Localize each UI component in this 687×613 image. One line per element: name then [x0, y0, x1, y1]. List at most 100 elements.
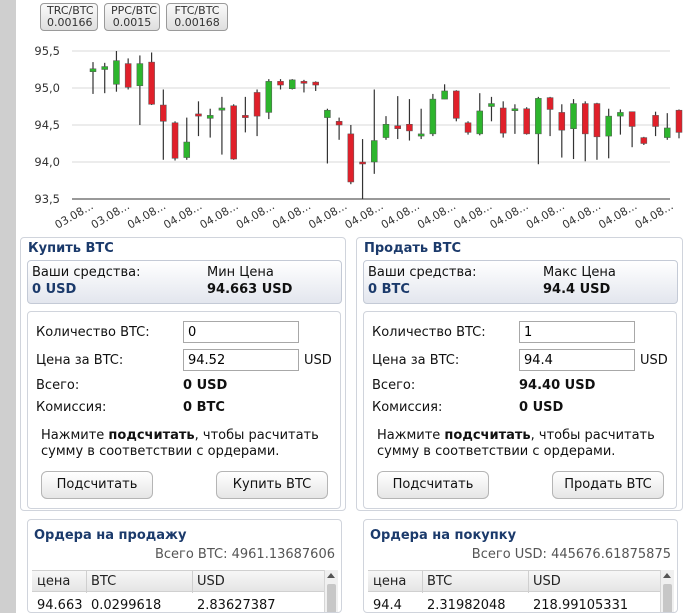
column-divider: [422, 571, 423, 593]
col-btc[interactable]: BTC: [427, 574, 453, 589]
sell-unit-price-input[interactable]: [519, 349, 635, 371]
buy-orders-panel: Ордера на покупку Всего USD: 445676.6187…: [363, 519, 678, 613]
buy-qty-label: Количество BTC:: [36, 325, 150, 340]
col-price[interactable]: цена: [37, 574, 71, 589]
sell-qty-input[interactable]: [519, 321, 635, 343]
buy-unit-price-input[interactable]: [183, 349, 299, 371]
buy-min-price-value: 94.663 USD: [207, 282, 293, 297]
candle-body-up: [441, 90, 448, 100]
candle: [441, 84, 448, 100]
column-divider: [528, 571, 529, 593]
candle-body-down: [347, 133, 355, 183]
candle: [359, 139, 366, 199]
x-tick-label: 04.08...: [451, 199, 494, 231]
order-cell-btc: 2.31982048: [427, 598, 506, 613]
sell-orders-header: цена BTC USD: [32, 570, 324, 593]
col-usd[interactable]: USD: [197, 574, 225, 589]
scroll-up-icon[interactable]: [663, 573, 671, 578]
candle-body-up: [570, 103, 577, 129]
candle-body-down: [230, 105, 237, 160]
sell-funds-box: Ваши средства: 0 BTC Макс Цена 94.4 USD: [363, 260, 678, 304]
sell-btc-button[interactable]: Продать BTC: [552, 471, 664, 499]
chart-y-axis: 95,5 95,0 94,5 94,0 93,5: [34, 44, 60, 206]
ticker-value: 0.00168: [174, 16, 220, 29]
sell-orders-total: Всего BTC: 4961.13687606: [154, 547, 335, 562]
y-tick-label: 94,0: [34, 155, 60, 169]
sell-funds-value: 0 BTC: [368, 282, 410, 297]
candle: [664, 113, 671, 140]
candle-body-down: [148, 61, 155, 105]
candle-body-up: [429, 98, 437, 135]
candle-body-up: [206, 115, 214, 119]
sell-hint: Нажмите подсчитать, чтобы расчитать сумм…: [377, 428, 667, 460]
ticker-ppc-btc[interactable]: PPC/BTC 0.0015: [104, 3, 160, 31]
candle: [253, 89, 261, 137]
candle-body-up: [136, 63, 144, 87]
order-cell-btc: 0.0299618: [91, 598, 162, 613]
candle: [113, 51, 120, 92]
col-usd[interactable]: USD: [533, 574, 561, 589]
x-tick-label: 04.08...: [343, 199, 386, 231]
candle-body-down: [253, 92, 261, 117]
buy-btc-button[interactable]: Купить BTC: [216, 471, 328, 499]
candle: [265, 79, 273, 120]
candle-body-down: [312, 81, 319, 86]
candle: [394, 96, 401, 140]
candle: [101, 62, 108, 94]
hint-text: , чтобы расчитать сумму в соответствии с…: [41, 428, 319, 459]
buy-qty-input[interactable]: [183, 321, 299, 343]
ticker-ftc-btc[interactable]: FTC/BTC 0.00168: [166, 3, 228, 31]
sell-orders-scrollbar[interactable]: [324, 570, 338, 612]
order-cell-price: 94.663: [37, 598, 83, 613]
ticker-trc-btc[interactable]: TRC/BTC 0.00166: [40, 3, 98, 31]
candle: [453, 90, 460, 122]
buy-orders-scrollbar[interactable]: [660, 570, 674, 612]
candle: [581, 101, 589, 162]
x-tick-label: 04.08...: [270, 199, 313, 231]
left-edge: [0, 0, 16, 613]
buy-unit-price-unit: USD: [304, 353, 332, 368]
candle: [628, 111, 636, 148]
candle: [417, 108, 425, 140]
candle-body-down: [359, 161, 366, 165]
x-tick-label: 04.08...: [633, 199, 676, 231]
candle-body-down: [394, 125, 401, 129]
candle-body-up: [218, 107, 226, 111]
candle: [218, 96, 226, 155]
sell-title: Продать BTC: [364, 241, 461, 256]
scroll-thumb[interactable]: [663, 584, 672, 612]
sell-calculate-button[interactable]: Подсчитать: [377, 471, 489, 499]
x-tick-label: 04.08...: [560, 199, 603, 231]
candle-body-up: [488, 103, 495, 107]
scroll-up-icon[interactable]: [327, 573, 335, 578]
candle-body-up: [382, 124, 390, 138]
sell-qty-label: Количество BTC:: [372, 325, 486, 340]
candle-body-down: [581, 103, 589, 135]
chart-candles: [89, 51, 683, 199]
buy-calculate-button[interactable]: Подсчитать: [41, 471, 153, 499]
x-tick-label: 04.08...: [198, 199, 241, 231]
buy-min-price-label: Мин Цена: [207, 265, 274, 280]
candle-body-up: [101, 66, 108, 70]
scroll-thumb[interactable]: [327, 584, 336, 612]
candle: [288, 79, 296, 90]
x-tick-label: 04.08...: [161, 199, 204, 231]
candle-body-down: [558, 112, 566, 131]
candle-body-up: [664, 127, 671, 138]
candle: [371, 89, 378, 174]
candle: [429, 93, 437, 137]
sell-total-value: 94.40 USD: [519, 378, 596, 393]
column-divider: [192, 571, 193, 593]
candle: [511, 104, 519, 134]
candle: [535, 96, 542, 165]
candle: [277, 79, 284, 90]
candle-body-up: [371, 140, 378, 163]
sell-unit-price-label: Цена за BTC:: [372, 353, 460, 368]
col-btc[interactable]: BTC: [91, 574, 117, 589]
y-tick-label: 93,5: [34, 192, 60, 206]
col-price[interactable]: цена: [373, 574, 407, 589]
candle: [148, 52, 155, 106]
ticker-value: 0.00166: [47, 16, 93, 29]
candle-body-up: [476, 110, 484, 135]
sell-max-price-value: 94.4 USD: [543, 282, 611, 297]
